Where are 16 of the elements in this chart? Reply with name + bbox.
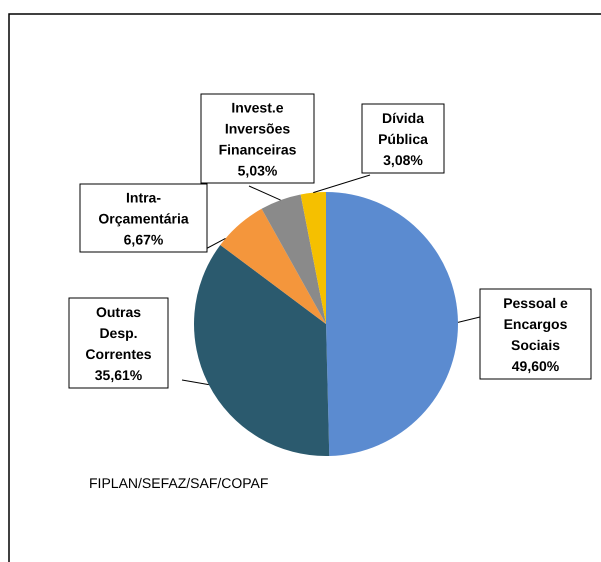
pie-slice [220, 208, 326, 324]
pie-slice [300, 192, 326, 324]
slice-label: Dívida Pública [378, 110, 428, 147]
pie-slice [262, 194, 326, 324]
data-label: 35,61% [94, 366, 143, 383]
slice-label: Pessoal e Encargos Sociais [503, 294, 568, 353]
slice-label: Outras Desp. Correntes [85, 304, 152, 362]
slice-label: Intra-Orçamentária [98, 189, 189, 226]
pie-slice [326, 192, 458, 456]
data-label: 6,67% [124, 231, 164, 248]
text: FIPLAN/SEFAZ/SAF/COPAF [89, 475, 268, 491]
slice-label: Invest.e Inversões Financeiras [218, 99, 297, 158]
data-label: 49,60% [512, 358, 560, 374]
data-label: 3,08% [383, 152, 424, 168]
pie-slice [194, 244, 330, 456]
data-label: 5,03% [238, 162, 278, 178]
